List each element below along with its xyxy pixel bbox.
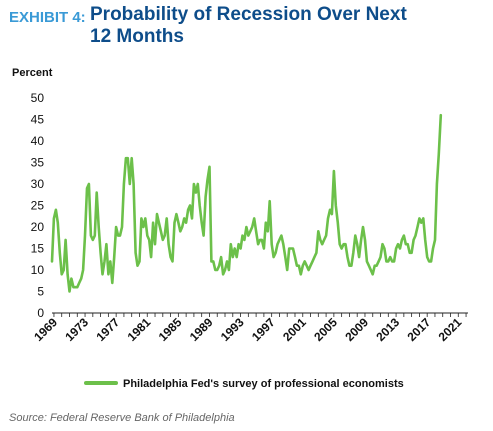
y-tick-label: 10 <box>31 263 45 277</box>
y-tick-label: 25 <box>31 199 45 213</box>
y-tick-label: 0 <box>37 306 44 320</box>
y-tick-label: 50 <box>31 91 45 105</box>
x-tick-label: 2017 <box>405 315 434 344</box>
x-tick-label: 1973 <box>62 315 91 344</box>
x-tick-label: 1993 <box>218 315 247 344</box>
exhibit-label: EXHIBIT 4: <box>9 9 86 26</box>
x-tick-label: 1977 <box>93 315 122 344</box>
y-tick-label: 20 <box>31 220 45 234</box>
y-tick-label: 5 <box>37 285 44 299</box>
y-axis-label: Percent <box>12 67 53 79</box>
y-tick-label: 45 <box>31 113 45 127</box>
source-note: Source: Federal Reserve Bank of Philadel… <box>9 412 235 424</box>
legend-label: Philadelphia Fed's survey of professiona… <box>123 378 404 390</box>
y-tick-label: 35 <box>31 156 45 170</box>
y-tick-label: 30 <box>31 177 45 191</box>
x-tick-label: 2009 <box>342 315 371 344</box>
x-tick-label: 1989 <box>187 315 216 344</box>
y-tick-label: 15 <box>31 242 45 256</box>
x-tick-label: 2001 <box>280 315 309 344</box>
x-tick-label: 1997 <box>249 315 278 344</box>
series-line <box>50 113 443 293</box>
x-tick-label: 1985 <box>156 315 185 344</box>
x-tick-label: 2005 <box>311 315 340 344</box>
x-tick-label: 2021 <box>436 315 465 344</box>
chart-title: Probability of Recession Over Next 12 Mo… <box>90 4 407 47</box>
x-tick-label: 1981 <box>125 315 154 344</box>
x-tick-label: 2013 <box>373 315 402 344</box>
y-tick-label: 40 <box>31 134 45 148</box>
x-tick-label: 1969 <box>31 315 60 344</box>
